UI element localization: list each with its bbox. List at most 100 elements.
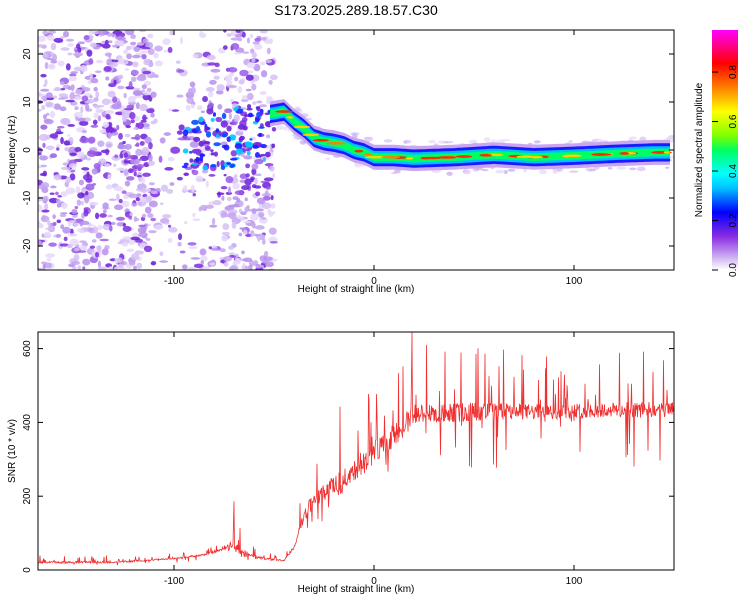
spectrogram-cell (127, 96, 136, 103)
spectrogram-cell (74, 146, 82, 153)
spectrogram-cell (87, 224, 96, 227)
x-tick-label: -100 (164, 276, 184, 287)
spectrogram-cell (40, 164, 48, 168)
spectrogram-x-ticks: -100 0 100 (164, 30, 583, 287)
spectrogram-cell (88, 58, 94, 65)
spectrogram-cell (143, 223, 148, 230)
spectrogram-cell (91, 31, 100, 35)
spectrogram-cell (265, 186, 271, 190)
spectrogram-cell (147, 160, 155, 166)
spectrogram-cell (241, 116, 248, 123)
spectrogram-cell (268, 79, 273, 85)
spectrogram-cell (200, 255, 208, 262)
spectrogram-cell (224, 108, 233, 114)
spectrogram-cell (253, 185, 262, 189)
spectrogram-cell (146, 108, 155, 114)
ridge-peak (422, 156, 442, 160)
snr-series-line (38, 332, 674, 566)
spectrogram-cell (132, 232, 140, 238)
spectrogram-cell (170, 146, 181, 154)
spectrogram-cell (46, 34, 55, 41)
spectrogram-cell (217, 104, 223, 110)
spectrogram-cell (159, 260, 169, 263)
spectrogram-cell (261, 193, 272, 197)
spectrogram-cell (76, 151, 85, 158)
spectrogram-cell (202, 164, 208, 171)
spectrogram-cell (67, 43, 74, 47)
spectrogram-cell (131, 253, 140, 261)
spectrogram-cell (118, 57, 124, 65)
spectrogram-cell (124, 180, 131, 187)
spectrogram-cell (616, 166, 627, 170)
spectrogram-cell (251, 163, 259, 170)
spectrogram-cell (177, 69, 185, 73)
spectrogram-cell (208, 174, 216, 177)
spectrogram-cell (64, 146, 69, 152)
spectrogram-cell (230, 150, 238, 157)
spectrogram-cell (483, 137, 491, 142)
spectrogram-cell (60, 87, 66, 91)
spectrogram-cell (665, 166, 670, 169)
spectrogram-cell (49, 153, 58, 159)
spectrogram-cell (255, 265, 262, 269)
spectrogram-cell (104, 109, 115, 115)
spectrogram-cell (148, 154, 153, 162)
spectrogram-cell (67, 233, 78, 237)
spectrogram-cell (220, 141, 228, 146)
spectrogram-cell (133, 216, 138, 223)
spectrogram-cell (238, 136, 244, 143)
spectrogram-cell (306, 117, 312, 121)
spectrogram-cell (40, 124, 48, 130)
spectrogram-cell (254, 37, 262, 42)
spectrogram-cell (242, 95, 248, 101)
spectrogram-cell (444, 140, 454, 144)
spectrogram-cell (199, 32, 207, 39)
snr-y-ticks: 0 200 400 600 (22, 340, 674, 573)
spectrogram-cell (89, 245, 96, 249)
x-tick-label: -100 (164, 576, 184, 587)
spectrogram-cell (205, 204, 214, 209)
spectrogram-cell (254, 173, 262, 177)
spectrogram-cell (223, 173, 227, 177)
ridge-peak (364, 152, 372, 156)
spectrogram-cell (60, 202, 68, 210)
spectrogram-cell (81, 129, 88, 134)
spectrogram-cell (249, 138, 253, 141)
spectrogram-cell (263, 250, 269, 257)
spectrogram-cell (121, 242, 129, 247)
spectrogram-cell (221, 112, 227, 120)
spectrogram-cell (198, 116, 204, 123)
ridge-peak (364, 155, 387, 159)
y-tick-label: 0 (22, 567, 33, 573)
spectrogram-cell (136, 42, 145, 46)
spectrogram-cell (108, 198, 117, 201)
spectrogram-cell (181, 264, 188, 270)
spectrogram-cell (213, 142, 221, 147)
spectrogram-cell (85, 157, 92, 161)
spectrogram-cell (131, 203, 138, 207)
spectrogram-cell (126, 53, 132, 60)
spectrogram-cell (254, 159, 264, 165)
spectrogram-cell (552, 170, 558, 174)
spectrogram-cell (260, 143, 267, 149)
spectrogram-cell (256, 197, 266, 205)
spectrogram-cell (42, 30, 49, 36)
ridge-peak (591, 153, 607, 156)
spectrogram-cell (148, 182, 155, 186)
spectrogram-cell (75, 186, 81, 194)
spectrogram-cell (201, 169, 209, 174)
spectrogram-cell (107, 40, 113, 44)
spectrogram-cell (128, 214, 133, 220)
spectrogram-cell (105, 184, 113, 190)
spectrogram-cell (54, 131, 64, 135)
spectrogram-cell (150, 112, 155, 118)
spectrogram-cell (102, 121, 110, 128)
colorbar-label: Normalized spectral amplitude (694, 82, 705, 217)
spectrogram-cell (60, 191, 68, 197)
spectrogram-cell (189, 141, 200, 148)
spectrogram-cell (216, 84, 225, 92)
spectrogram-cell (245, 88, 252, 92)
spectrogram-cell (66, 244, 73, 248)
spectrogram-cell (42, 170, 48, 177)
spectrogram-cell (167, 46, 173, 54)
